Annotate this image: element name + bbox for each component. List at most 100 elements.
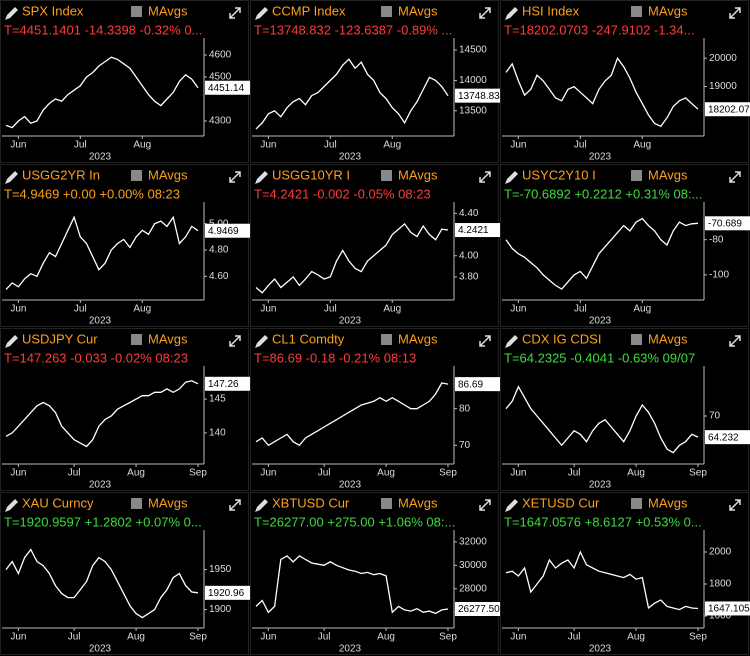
y-tick-label: 1900 — [209, 604, 232, 615]
last-price-label: 1647.105 — [708, 604, 750, 615]
quote-line: T=4451.1401 -14.3398 -0.32% 0... — [4, 22, 202, 37]
last-price-tag — [705, 216, 750, 231]
chart-title: SPX Index — [22, 3, 84, 18]
edit-icon — [5, 499, 18, 512]
year-label: 2023 — [589, 480, 612, 491]
price-line — [505, 56, 699, 128]
legend-swatch — [131, 6, 142, 17]
chart-panel: USGG2YR In MAvgs T=4.9469 +0.00 +0.00% 08:… — [0, 164, 250, 327]
x-tick-label: Sep — [689, 632, 707, 643]
x-tick-label: Sep — [189, 632, 207, 643]
last-price-label: 1920.96 — [208, 588, 245, 599]
year-label: 2023 — [589, 644, 612, 655]
chart-title: USYC2Y10 I — [522, 167, 596, 182]
legend-label: MAvgs — [398, 331, 438, 346]
y-tick-label: 20000 — [709, 53, 737, 64]
panel-border — [0, 164, 249, 327]
legend-label: MAvgs — [148, 331, 188, 346]
quote-line: T=4.9469 +0.00 +0.00% 08:23 — [4, 186, 180, 201]
year-label: 2023 — [339, 644, 362, 655]
edit-icon — [5, 335, 18, 348]
edit-icon — [505, 335, 518, 348]
y-tick-label: 30000 — [459, 560, 487, 571]
y-tick-label: -80 — [709, 234, 724, 245]
quote-line: T=1647.0576 +8.6127 +0.53% 0... — [504, 514, 702, 529]
x-tick-label: Jul — [318, 632, 331, 643]
last-price-tag — [455, 377, 500, 392]
price-line — [505, 385, 699, 454]
chart-panel: USYC2Y10 I MAvgs T=-70.6892 +0.2212 +0.31%… — [500, 164, 750, 327]
legend-label: MAvgs — [398, 495, 438, 510]
last-price-label: -70.689 — [708, 218, 742, 229]
last-price-tag — [205, 223, 250, 238]
x-tick-label: Jul — [574, 140, 587, 151]
x-tick-label: Sep — [689, 468, 707, 479]
y-tick-label: 80 — [459, 403, 471, 414]
x-tick-label: Aug — [133, 140, 151, 151]
legend-swatch — [131, 170, 142, 181]
legend-label: MAvgs — [148, 167, 188, 182]
price-line — [5, 548, 199, 619]
last-price-label: 4451.14 — [208, 83, 245, 94]
price-line — [5, 56, 199, 129]
chart-title: CCMP Index — [272, 3, 346, 18]
x-tick-label: Jun — [510, 140, 526, 151]
x-tick-label: Jun — [510, 304, 526, 315]
year-label: 2023 — [339, 316, 362, 327]
y-tick-label: 1950 — [209, 564, 232, 575]
x-tick-label: Sep — [189, 468, 207, 479]
last-price-tag — [455, 223, 500, 238]
x-tick-label: Aug — [377, 468, 395, 479]
y-tick-label: 14000 — [459, 75, 487, 86]
x-tick-label: Jun — [260, 140, 276, 151]
legend-swatch — [381, 498, 392, 509]
chart-panel: XAU Curncy MAvgs T=1920.9597 +1.2802 +0.07… — [0, 492, 250, 655]
price-line — [505, 217, 699, 290]
panel-border — [0, 328, 249, 491]
edit-icon — [505, 7, 518, 20]
y-tick-label: 2000 — [709, 547, 732, 558]
legend-label: MAvgs — [398, 167, 438, 182]
x-tick-label: Jul — [74, 304, 87, 315]
chart-panel: CDX IG CDSI MAvgs T=64.2325 -0.4041 -0.63%… — [500, 328, 750, 491]
price-line — [5, 380, 199, 448]
x-tick-label: Jul — [68, 468, 81, 479]
chart-panel: USDJPY Cur MAvgs T=147.263 -0.033 -0.02% 0… — [0, 328, 250, 491]
last-price-tag — [205, 80, 250, 95]
x-tick-label: Jul — [568, 632, 581, 643]
quote-line: T=26277.00 +275.00 +1.06% 08:... — [254, 514, 455, 529]
x-tick-label: Aug — [383, 304, 401, 315]
x-tick-label: Jun — [510, 468, 526, 479]
chart-title: XAU Curncy — [22, 495, 94, 510]
last-price-tag — [455, 602, 500, 617]
year-label: 2023 — [89, 644, 112, 655]
x-tick-label: Jun — [10, 140, 26, 151]
edit-icon — [255, 171, 268, 184]
y-tick-label: -100 — [709, 270, 729, 281]
year-label: 2023 — [89, 316, 112, 327]
y-tick-label: 28000 — [459, 583, 487, 594]
price-line — [255, 222, 449, 294]
chart-title: USGG2YR In — [22, 167, 100, 182]
chart-panel: XETUSD Cur MAvgs T=1647.0576 +8.6127 +0.53… — [500, 492, 750, 655]
last-price-label: 4.2421 — [458, 225, 489, 236]
y-tick-label: 4.80 — [209, 245, 229, 256]
y-tick-label: 4600 — [209, 50, 232, 61]
quote-line: T=-70.6892 +0.2212 +0.31% 08:... — [504, 186, 702, 201]
x-tick-label: Aug — [633, 304, 651, 315]
last-price-label: 4.9469 — [208, 226, 239, 237]
legend-swatch — [131, 498, 142, 509]
price-line — [505, 550, 699, 611]
quote-line: T=1920.9597 +1.2802 +0.07% 0... — [4, 514, 202, 529]
year-label: 2023 — [339, 152, 362, 163]
y-tick-label: 32000 — [459, 537, 487, 548]
panel-border — [500, 492, 749, 655]
legend-swatch — [631, 334, 642, 345]
panel-border — [250, 164, 499, 327]
chart-panel: SPX Index MAvgs T=4451.1401 -14.3398 -0.32… — [0, 0, 250, 163]
panel-border — [500, 164, 749, 327]
expand-icon — [729, 499, 741, 511]
last-price-tag — [705, 430, 750, 445]
last-price-tag — [705, 601, 750, 616]
